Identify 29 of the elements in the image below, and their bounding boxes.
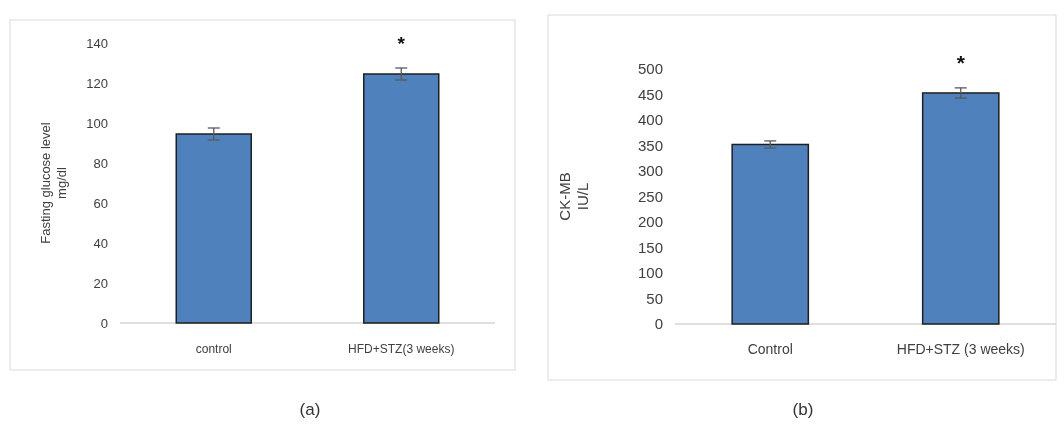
y-axis-title: CK-MB IU/L bbox=[556, 172, 591, 221]
y-tick-label: 500 bbox=[637, 60, 663, 78]
text: (b) bbox=[792, 400, 814, 419]
x-tick-label: Control bbox=[747, 341, 793, 357]
y-tick-label: 200 bbox=[637, 213, 663, 231]
annotation: * bbox=[956, 50, 966, 74]
y-tick-label: 250 bbox=[637, 187, 663, 205]
x-tick-label: HFD+STZ(3 weeks) bbox=[348, 342, 455, 356]
y-tick-label: 140 bbox=[86, 35, 108, 51]
x-tick-label: control bbox=[195, 342, 232, 356]
y-tick-label: 100 bbox=[637, 264, 663, 282]
y-tick-label: 0 bbox=[654, 315, 663, 333]
y-tick-label: 350 bbox=[637, 136, 663, 154]
y-tick-label: 100 bbox=[86, 115, 108, 131]
y-tick-label: 120 bbox=[86, 75, 108, 91]
annotation: * bbox=[397, 33, 406, 54]
y-tick-label: 40 bbox=[93, 235, 108, 251]
y-tick-label: 60 bbox=[93, 195, 108, 211]
y-axis-title: Fasting glucose level mg/dl bbox=[38, 122, 69, 244]
y-tick-label: 0 bbox=[100, 315, 108, 331]
y-tick-label: 80 bbox=[93, 155, 108, 171]
text: (a) bbox=[299, 400, 321, 419]
y-tick-label: 50 bbox=[646, 289, 663, 307]
x-tick-label: HFD+STZ (3 weeks) bbox=[896, 341, 1025, 357]
y-tick-label: 150 bbox=[637, 238, 663, 256]
y-tick-label: 450 bbox=[637, 85, 663, 103]
y-tick-label: 300 bbox=[637, 162, 663, 180]
y-tick-label: 20 bbox=[93, 275, 108, 291]
y-tick-label: 400 bbox=[637, 111, 663, 129]
